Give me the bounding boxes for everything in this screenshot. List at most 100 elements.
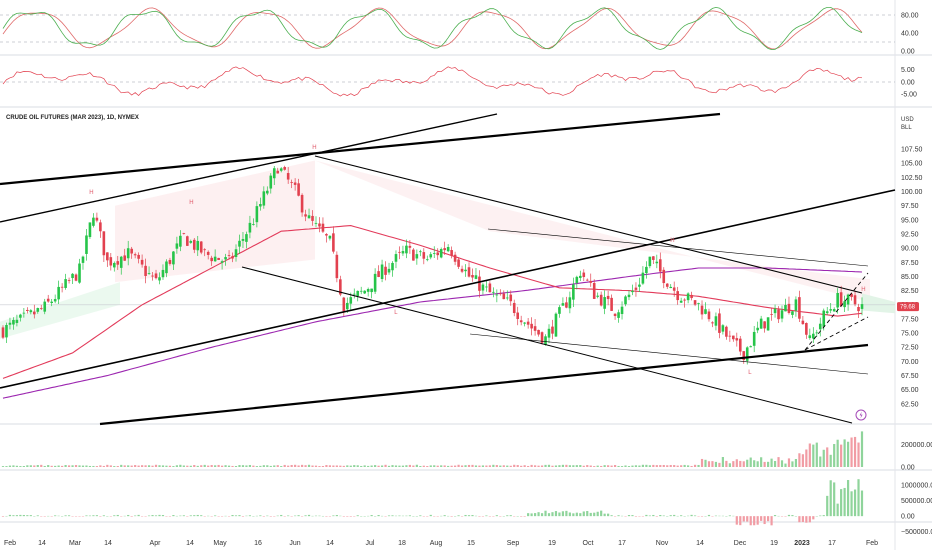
candle-body — [825, 311, 829, 314]
candle-body — [408, 245, 412, 248]
trendline-drawings[interactable] — [0, 112, 896, 426]
money-flow-bar — [179, 515, 182, 517]
currency-label: USD — [901, 117, 914, 123]
candle-body — [558, 307, 561, 314]
candle-body — [189, 240, 193, 243]
money-flow-bar — [652, 514, 655, 517]
volume-bar — [193, 464, 196, 467]
volume-bar — [474, 465, 478, 467]
volume-bar — [655, 465, 658, 467]
candle-body — [172, 251, 175, 265]
volume-bar — [419, 465, 422, 467]
money-flow-bar — [627, 515, 631, 517]
money-flow-bar — [370, 515, 373, 517]
money-flow-bar — [554, 511, 558, 517]
candle-body — [599, 294, 603, 306]
candle-body — [436, 252, 440, 256]
money-flow-bar — [547, 513, 551, 517]
money-flow-bar — [593, 512, 596, 517]
candle-body — [154, 273, 158, 279]
volume-bar — [725, 460, 728, 467]
volume-bar — [106, 464, 109, 467]
volume-bar — [238, 465, 241, 467]
volume-bar — [787, 458, 791, 467]
volume-bar — [819, 456, 822, 467]
volume-bar — [721, 457, 724, 467]
price-pane[interactable]: CRUDE OIL FUTURES (MAR 2023), 1D, NYMEX … — [0, 112, 923, 426]
money-flow-bar — [332, 515, 335, 517]
volume-bar — [248, 464, 252, 467]
volume-bar — [443, 465, 446, 467]
candle-body — [151, 275, 154, 277]
volume-bar — [196, 465, 199, 467]
money-flow-bar — [294, 515, 297, 517]
candle-body — [794, 299, 798, 311]
candle-body — [439, 249, 443, 258]
money-flow-bar — [259, 515, 262, 517]
money-flow-bar — [116, 514, 119, 517]
volume-bar — [297, 465, 300, 467]
volume-bar — [57, 465, 60, 467]
money-flow-bar — [67, 515, 71, 517]
candle-body — [415, 254, 419, 259]
candle-body — [199, 241, 203, 253]
volume-bar — [33, 465, 36, 467]
money-flow-bars — [1, 479, 864, 526]
candle-body — [234, 249, 238, 258]
money-flow-bar — [589, 512, 592, 517]
candle-body — [843, 301, 846, 308]
candle-body — [293, 182, 297, 185]
volume-bar — [332, 465, 335, 467]
time-tick-label: Feb — [866, 540, 878, 547]
candle-body — [352, 293, 356, 295]
oscillator-1-levels — [0, 14, 895, 43]
volume-bar — [773, 460, 777, 467]
candle-body — [745, 347, 749, 361]
volume-bar — [391, 465, 394, 467]
candle-body — [57, 286, 60, 300]
volume-bar — [805, 449, 808, 467]
volume-bar — [471, 464, 474, 467]
volume-bar — [231, 465, 234, 467]
candle-body — [318, 223, 321, 227]
event-marker-icon[interactable] — [855, 409, 867, 421]
candle-body — [721, 325, 725, 332]
money-flow-bar — [377, 515, 380, 517]
volume-bar — [613, 465, 617, 467]
volume-bar — [287, 465, 290, 467]
volume-bar — [791, 461, 794, 467]
price-tick-label: 62.50 — [901, 401, 919, 408]
candle-body — [474, 275, 478, 279]
candle-body — [857, 307, 860, 312]
volume-bar — [102, 465, 105, 467]
candle-body — [589, 280, 593, 283]
money-flow-bar — [853, 489, 857, 517]
volume-bar — [659, 465, 662, 467]
volume-bar — [572, 465, 575, 467]
candle-body — [812, 333, 815, 339]
candle-body — [1, 327, 5, 338]
candle-body — [342, 297, 346, 312]
money-flow-bar — [833, 482, 836, 517]
volume-bar — [113, 466, 116, 467]
money-flow-bar — [520, 516, 523, 517]
money-flow-bar — [391, 515, 394, 517]
candle-body — [766, 317, 770, 331]
money-flow-bar — [645, 514, 648, 517]
candle-body — [29, 310, 33, 313]
candle-body — [832, 309, 836, 312]
volume-bar — [415, 464, 418, 467]
price-tick-label: 107.50 — [901, 147, 923, 154]
shaded-zones — [0, 160, 895, 339]
candle-body — [227, 255, 231, 256]
candle-body — [568, 297, 572, 309]
money-flow-bar — [349, 516, 352, 517]
money-flow-bar — [819, 515, 822, 517]
candle-body — [592, 282, 596, 299]
money-flow-bar — [137, 514, 140, 517]
oscillator-1-tick: 0.00 — [901, 48, 915, 55]
candle-body — [165, 261, 168, 274]
volume-bar — [269, 465, 272, 467]
